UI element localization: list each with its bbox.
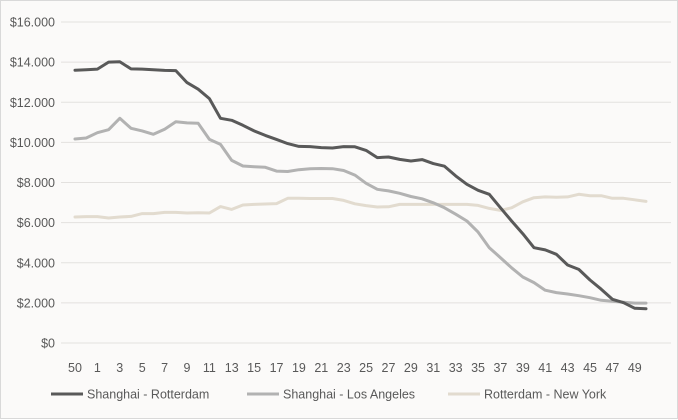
x-tick-label: 15: [247, 361, 261, 375]
y-tick-label: $2.000: [17, 296, 55, 310]
legend: Shanghai - Rotterdam Shanghai - Los Angel…: [51, 388, 607, 402]
x-tick-label: 23: [337, 361, 351, 375]
x-tick-label: 7: [161, 361, 168, 375]
y-tick-label: $0: [41, 337, 55, 351]
x-tick-label: 45: [583, 361, 597, 375]
legend-item: Shanghai - Los Angeles: [247, 388, 415, 402]
y-tick-label: $16.000: [10, 16, 55, 30]
x-tick-label: 50: [68, 361, 82, 375]
x-tick-label: 9: [183, 361, 190, 375]
y-tick-label: $14.000: [10, 56, 55, 70]
x-tick-label: 39: [516, 361, 530, 375]
y-tick-label: $8.000: [17, 176, 55, 190]
x-tick-label: 27: [382, 361, 396, 375]
x-tick-label: 19: [292, 361, 306, 375]
x-tick-label: 33: [449, 361, 463, 375]
x-tick-label: 29: [404, 361, 418, 375]
x-tick-label: 25: [359, 361, 373, 375]
y-axis-labels: $0 $2.000 $4.000 $6.000 $8.000 $10.000 $12.000…: [10, 16, 55, 351]
x-axis-labels: 50 1 3 5 7 9 11 13 15 17 19 21 23 25 27 29 31 33 35 37 39 41 4…: [68, 361, 642, 375]
x-tick-label: 21: [314, 361, 328, 375]
x-tick-label: 47: [605, 361, 619, 375]
legend-label: Rotterdam - New York: [484, 388, 607, 402]
legend-label: Shanghai - Los Angeles: [283, 388, 415, 402]
x-tick-label: 43: [561, 361, 575, 375]
x-tick-label: 17: [270, 361, 284, 375]
x-tick-label: 5: [139, 361, 146, 375]
legend-label: Shanghai - Rotterdam: [87, 388, 209, 402]
series-line-0: [73, 60, 648, 311]
series-line-2: [73, 192, 648, 220]
x-tick-label: 49: [628, 361, 642, 375]
legend-item: Shanghai - Rotterdam: [51, 388, 209, 402]
series-lines: [73, 60, 648, 311]
y-tick-label: $12.000: [10, 96, 55, 110]
x-tick-label: 1: [94, 361, 101, 375]
x-tick-label: 3: [116, 361, 123, 375]
y-tick-label: $4.000: [17, 256, 55, 270]
y-tick-label: $6.000: [17, 216, 55, 230]
x-tick-label: 41: [538, 361, 552, 375]
y-tick-label: $10.000: [10, 136, 55, 150]
series-line-1: [73, 116, 648, 305]
x-tick-label: 13: [225, 361, 239, 375]
x-tick-label: 31: [426, 361, 440, 375]
x-tick-label: 37: [493, 361, 507, 375]
x-tick-label: 11: [203, 361, 216, 375]
x-tick-label: 35: [471, 361, 485, 375]
legend-item: Rotterdam - New York: [448, 388, 607, 402]
